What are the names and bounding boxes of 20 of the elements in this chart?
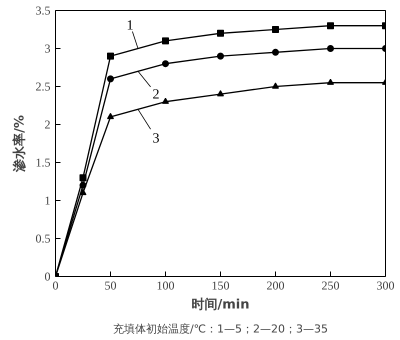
x-tick-label: 200: [266, 278, 284, 292]
x-axis-title: 时间/min: [192, 298, 250, 312]
y-axis-title: 渗水率/%: [12, 115, 28, 173]
y-tick-label: 1.5: [36, 156, 50, 170]
x-tick-label: 150: [212, 278, 230, 292]
x-tick-label: 300: [376, 278, 394, 292]
x-tick-label: 100: [156, 278, 174, 292]
text: 充填体初始温度/℃：1—5；2—20；3—35: [112, 322, 328, 336]
y-tick-label: 2: [44, 118, 50, 132]
y-tick-label: 0: [44, 270, 50, 284]
y-tick-label: 1: [44, 194, 50, 208]
y-tick-label: 2.5: [36, 80, 50, 94]
y-tick-label: 3: [44, 42, 50, 56]
legend-label: 2: [152, 87, 160, 102]
legend-label: 3: [152, 131, 160, 146]
series-label: 1: [126, 18, 134, 34]
y-tick-label: 3.5: [36, 4, 50, 18]
x-tick-label: 250: [322, 278, 340, 292]
x-tick-label: 50: [104, 278, 116, 292]
y-tick-label: 0.5: [36, 232, 50, 246]
